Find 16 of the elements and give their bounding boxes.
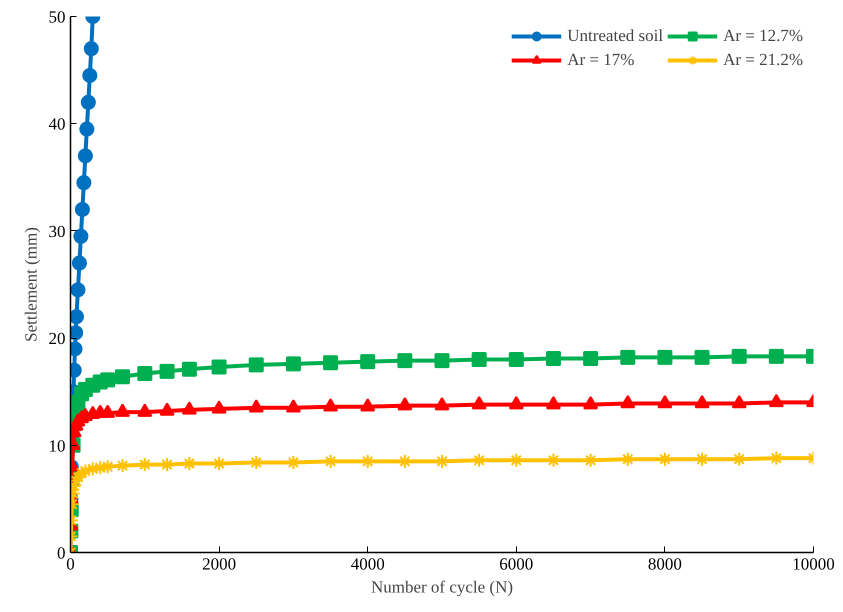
y-tick-label: 50 <box>48 8 66 26</box>
legend-label: Ar = 12.7% <box>723 26 803 46</box>
x-axis-title: Number of cycle (N) <box>370 578 514 596</box>
y-tick-label: 30 <box>48 222 66 241</box>
y-tick-label: 10 <box>48 436 66 456</box>
legend-label: Untreated soil <box>567 26 664 46</box>
y-axis-title: Settlement (mm) <box>22 227 40 342</box>
x-tick-label: 4000 <box>350 554 385 574</box>
x-tick-label: 10000 <box>792 554 835 574</box>
y-tick-label: 20 <box>48 329 66 348</box>
y-tick-label: 40 <box>48 114 66 134</box>
legend-label: Ar = 21.2% <box>723 50 803 70</box>
x-tick-label: 8000 <box>648 554 682 574</box>
x-tick-label: 6000 <box>499 554 534 574</box>
x-tick-label: 2000 <box>202 554 236 574</box>
legend-label: Ar = 17% <box>567 50 634 70</box>
